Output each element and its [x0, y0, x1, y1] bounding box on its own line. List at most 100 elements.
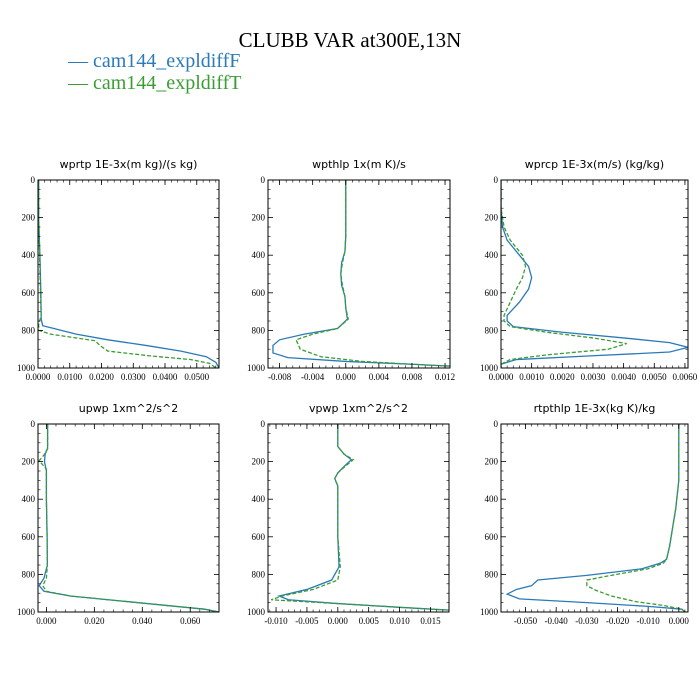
panel-title: wprcp 1E-3x(m/s) (kg/kg) [525, 158, 664, 171]
series-line-expldiffF [501, 180, 688, 368]
x-tick-label: 0.040 [132, 616, 153, 626]
x-tick-label: 0.060 [180, 616, 201, 626]
plot-frame [37, 179, 220, 369]
y-tick-label: 400 [22, 494, 36, 504]
x-tick-label: 0.0050 [642, 372, 667, 382]
series-line-expldiffT [586, 424, 686, 612]
series-line-expldiffT [270, 424, 449, 611]
x-tick-label: 0.000 [36, 616, 57, 626]
y-tick-label: 400 [485, 494, 499, 504]
y-tick-label: 200 [22, 213, 36, 223]
y-tick-label: 800 [22, 569, 36, 579]
x-tick-label: 0.000 [336, 372, 357, 382]
y-tick-label: 800 [252, 569, 266, 579]
x-tick-label: 0.0100 [57, 372, 82, 382]
series-line-expldiffF [276, 424, 449, 611]
x-tick-label: 0.010 [389, 616, 410, 626]
series-line-expldiffF [38, 180, 219, 368]
x-tick-label: 0.0040 [611, 372, 636, 382]
y-tick-label: 200 [485, 213, 499, 223]
panel-title: wpthlp 1x(m K)/s [312, 158, 406, 171]
x-tick-label: 0.0000 [489, 372, 514, 382]
plot-frame [267, 179, 451, 369]
y-tick-label: 400 [252, 250, 266, 260]
legend-entry-expldiffT: — cam144_expldiffT [68, 72, 241, 95]
y-tick-label: 600 [485, 288, 499, 298]
y-tick-label: 1000 [480, 607, 499, 617]
series-group [501, 180, 688, 368]
series-line-expldiffT [38, 424, 219, 612]
series-line-expldiffT [38, 180, 217, 368]
figure-title: CLUBB VAR at300E,13N [238, 28, 462, 52]
x-tick-label: 0.0000 [26, 372, 51, 382]
series-group [38, 424, 219, 612]
y-tick-label: 0 [31, 419, 36, 429]
x-tick-label: -0.005 [295, 616, 319, 626]
y-tick-label: 600 [485, 532, 499, 542]
plot-frame [500, 423, 689, 613]
plot-frame [37, 423, 220, 613]
x-tick-label: 0.0010 [519, 372, 544, 382]
x-tick-label: 0.0300 [121, 372, 146, 382]
panel-title: wprtp 1E-3x(m kg)/(s kg) [60, 158, 198, 171]
legend-line-icon: — [68, 72, 88, 94]
panel-3: wprcp 1E-3x(m/s) (kg/kg) 0 200 400 600 800 100… [480, 158, 698, 382]
x-tick-label: -0.010 [637, 616, 661, 626]
y-tick-label: 800 [485, 569, 499, 579]
x-tick-label: 0.000 [669, 616, 690, 626]
y-tick-label: 1000 [17, 607, 36, 617]
y-tick-label: 0 [261, 419, 266, 429]
x-tick-label: 0.0020 [550, 372, 575, 382]
x-tick-label: 0.005 [359, 616, 380, 626]
y-tick-label: 600 [252, 288, 266, 298]
series-group [505, 424, 686, 612]
x-tick-label: -0.050 [514, 616, 538, 626]
x-tick-label: 0.0060 [673, 372, 698, 382]
y-tick-label: 400 [22, 250, 36, 260]
series-line-expldiffF [38, 424, 219, 612]
x-tick-label: 0.020 [84, 616, 105, 626]
panel-title: vpwp 1xm^2/s^2 [309, 402, 408, 415]
x-tick-label: 0.012 [435, 372, 455, 382]
x-tick-label: 0.0500 [184, 372, 209, 382]
series-group [38, 180, 219, 368]
x-tick-label: 0.008 [402, 372, 423, 382]
x-tick-label: 0.0200 [89, 372, 114, 382]
legend-entry-expldiffF: — cam144_expldiffF [68, 50, 240, 73]
y-tick-label: 800 [252, 325, 266, 335]
y-tick-label: 200 [485, 457, 499, 467]
y-tick-label: 1000 [247, 363, 266, 373]
y-tick-label: 0 [31, 175, 36, 185]
series-group [270, 424, 449, 611]
x-tick-label: 0.015 [420, 616, 441, 626]
series-line-expldiffT [295, 180, 450, 367]
panel-1: wprtp 1E-3x(m kg)/(s kg) 0 200 400 600 800 100… [17, 158, 220, 382]
y-tick-label: 800 [22, 325, 36, 335]
x-tick-label: -0.004 [301, 372, 325, 382]
x-tick-label: -0.020 [606, 616, 630, 626]
y-tick-label: 200 [252, 213, 266, 223]
x-tick-label: -0.040 [545, 616, 569, 626]
legend-label: cam144_expldiffF [93, 50, 241, 72]
plot-frame [500, 179, 689, 369]
y-tick-label: 0 [261, 175, 266, 185]
y-tick-label: 800 [485, 325, 499, 335]
plot-frame [267, 423, 450, 613]
panel-title: upwp 1xm^2/s^2 [79, 402, 179, 415]
y-tick-label: 200 [252, 457, 266, 467]
y-tick-label: 1000 [247, 607, 266, 617]
x-tick-label: -0.010 [264, 616, 288, 626]
x-tick-label: 0.0400 [153, 372, 178, 382]
panel-2: wpthlp 1x(m K)/s 0 200 400 600 800 1000-0.008-… [247, 158, 455, 382]
y-tick-label: 0 [494, 175, 499, 185]
legend-label: cam144_expldiffT [93, 72, 242, 94]
panel-title: rtpthlp 1E-3x(kg K)/kg [534, 402, 656, 415]
x-tick-label: 0.004 [369, 372, 390, 382]
x-tick-label: -0.030 [575, 616, 599, 626]
y-tick-label: 200 [22, 457, 36, 467]
series-group [272, 180, 450, 367]
y-tick-label: 600 [22, 532, 36, 542]
